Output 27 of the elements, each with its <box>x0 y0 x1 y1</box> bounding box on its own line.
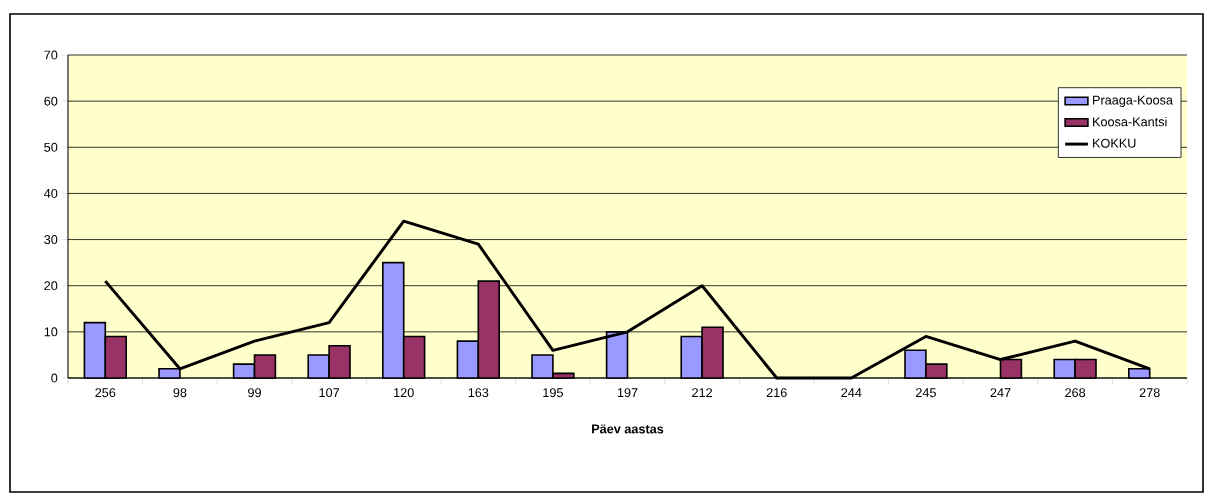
x-tick-label: 99 <box>248 388 261 398</box>
x-tick-label: 247 <box>990 388 1011 398</box>
x-tick-label: 268 <box>1065 388 1086 398</box>
legend-label: Koosa-Kantsi <box>1093 116 1167 127</box>
x-tick-label: 195 <box>543 388 563 398</box>
x-tick-label: 256 <box>95 388 116 398</box>
x-tick-label: 278 <box>1139 388 1160 398</box>
x-tick-label: 107 <box>319 388 340 398</box>
y-tick-label: 10 <box>44 327 58 337</box>
x-tick-label: 120 <box>394 388 414 398</box>
legend-label: Praaga-Koosa <box>1093 95 1173 108</box>
y-tick-label: 20 <box>44 281 58 291</box>
x-tick-label: 245 <box>915 388 936 398</box>
x-tick-label: 216 <box>766 388 787 398</box>
x-tick-label: 212 <box>692 388 713 398</box>
y-tick-label: 0 <box>51 373 58 383</box>
legend-label: KOKKU <box>1093 138 1136 148</box>
y-tick-label: 30 <box>44 235 58 245</box>
y-tick-label: 40 <box>44 188 58 198</box>
x-tick-label: 163 <box>468 388 489 398</box>
x-tick-label: 244 <box>841 388 862 398</box>
y-tick-label: 70 <box>44 50 58 60</box>
x-tick-label: 98 <box>173 388 187 398</box>
x-axis-title: Päev aastas <box>592 424 664 434</box>
y-tick-label: 50 <box>44 142 58 152</box>
y-tick-label: 60 <box>44 96 58 106</box>
x-tick-label: 197 <box>617 388 638 398</box>
